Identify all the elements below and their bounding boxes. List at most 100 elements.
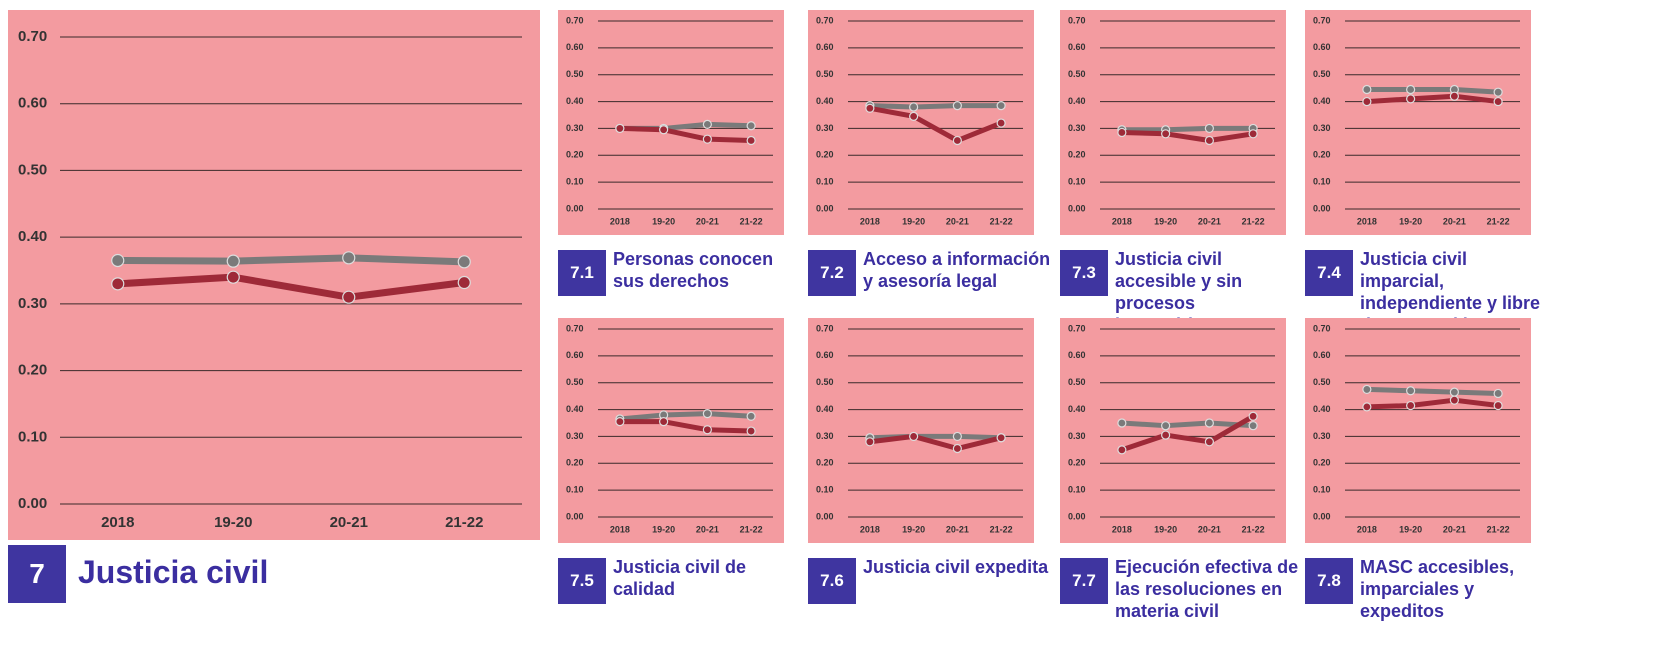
data-point xyxy=(909,431,919,442)
data-point xyxy=(1248,129,1258,139)
y-tick-label: 0.00 xyxy=(816,511,834,521)
x-tick-label: 2018 xyxy=(860,216,880,226)
data-point xyxy=(1117,445,1127,455)
series-line xyxy=(869,433,1002,452)
y-tick-label: 0.60 xyxy=(816,350,834,360)
x-tick-label: 21-22 xyxy=(1487,524,1510,534)
y-tick-label: 0.50 xyxy=(816,69,834,79)
x-tick-label: 20-21 xyxy=(1198,524,1221,534)
y-tick-label: 0.10 xyxy=(816,485,834,495)
y-tick-label: 0.40 xyxy=(816,404,834,414)
y-tick-label: 0.40 xyxy=(1068,96,1086,106)
x-tick-label: 21-22 xyxy=(1487,216,1510,226)
y-tick-label: 0.10 xyxy=(566,177,584,187)
chart-title: Ejecución efectiva de las resoluciones e… xyxy=(1115,557,1299,621)
series-line xyxy=(1121,414,1255,453)
y-tick-label: 0.40 xyxy=(816,96,834,106)
data-point xyxy=(952,431,962,442)
data-point xyxy=(1449,387,1459,397)
series-line xyxy=(869,103,1002,110)
data-point xyxy=(952,443,962,454)
y-tick-label: 0.00 xyxy=(1313,511,1331,521)
data-point xyxy=(1161,421,1171,431)
y-tick-label: 0.40 xyxy=(18,228,47,245)
chart: 0.00 0.10 0.20 0.30 0.40 0.50 0.60 0.70 2018 19-2… xyxy=(1305,10,1531,235)
data-point xyxy=(1204,135,1214,146)
y-tick-label: 0.00 xyxy=(816,203,834,213)
y-tick-label: 0.60 xyxy=(816,42,834,52)
badge: 7.8 xyxy=(1305,558,1353,604)
y-tick-label: 0.60 xyxy=(1068,42,1086,52)
data-point xyxy=(1204,123,1214,134)
data-point xyxy=(746,121,756,131)
data-point xyxy=(111,277,125,291)
badge: 7.6 xyxy=(808,558,856,604)
x-tick-label: 21-22 xyxy=(990,216,1013,226)
y-tick-label: 0.40 xyxy=(1313,96,1331,106)
series-line xyxy=(1121,129,1254,144)
badge: 7.1 xyxy=(558,250,606,296)
data-point xyxy=(1362,96,1372,107)
x-tick-label: 19-20 xyxy=(1399,524,1422,534)
y-tick-label: 0.20 xyxy=(566,458,584,468)
chart-title: Personas conocen sus derechos xyxy=(613,249,774,291)
badge: 7.3 xyxy=(1060,250,1108,296)
y-tick-label: 0.70 xyxy=(1068,15,1086,25)
data-point xyxy=(659,417,669,427)
y-tick-label: 0.10 xyxy=(816,177,834,187)
data-point xyxy=(615,123,625,134)
x-tick-label: 20-21 xyxy=(946,216,969,226)
data-point xyxy=(1406,400,1416,411)
y-tick-label: 0.70 xyxy=(1313,323,1331,333)
data-point xyxy=(1493,96,1503,107)
chart-title: MASC accesibles, imparciales y expeditos xyxy=(1360,557,1515,621)
series-line xyxy=(1121,420,1254,429)
data-point xyxy=(1449,395,1459,405)
x-tick-label: 20-21 xyxy=(1443,524,1466,534)
y-tick-label: 0.20 xyxy=(1068,458,1086,468)
y-tick-label: 0.70 xyxy=(1068,323,1086,333)
y-tick-label: 0.00 xyxy=(18,495,47,512)
chart: 0.00 0.10 0.20 0.30 0.40 0.50 0.60 0.70 2018 19-2… xyxy=(1060,318,1286,543)
x-tick-label: 19-20 xyxy=(1154,524,1177,534)
y-tick-label: 0.30 xyxy=(566,431,584,441)
y-tick-label: 0.30 xyxy=(1068,123,1086,133)
y-tick-label: 0.50 xyxy=(1068,69,1086,79)
y-tick-label: 0.50 xyxy=(566,69,584,79)
y-tick-label: 0.50 xyxy=(1313,69,1331,79)
y-tick-label: 0.10 xyxy=(1068,485,1086,495)
y-tick-label: 0.40 xyxy=(1313,404,1331,414)
series-line xyxy=(619,419,752,434)
data-point xyxy=(1161,430,1171,440)
y-tick-label: 0.30 xyxy=(18,295,47,312)
chart: 0.00 0.10 0.20 0.30 0.40 0.50 0.60 0.70 2018 19-2… xyxy=(1060,10,1286,235)
data-point xyxy=(1362,402,1372,412)
y-tick-label: 0.00 xyxy=(1068,203,1086,213)
x-tick-label: 20-21 xyxy=(946,524,969,534)
x-tick-label: 19-20 xyxy=(1399,216,1422,226)
x-tick-label: 20-21 xyxy=(1443,216,1466,226)
y-tick-label: 0.00 xyxy=(566,511,584,521)
x-tick-label: 21-22 xyxy=(990,524,1013,534)
y-tick-label: 0.20 xyxy=(1313,458,1331,468)
data-point xyxy=(457,255,471,269)
data-point xyxy=(996,118,1006,128)
badge: 7.2 xyxy=(808,250,856,296)
y-tick-label: 0.30 xyxy=(566,123,584,133)
y-tick-label: 0.70 xyxy=(1313,15,1331,25)
x-tick-label: 21-22 xyxy=(740,524,763,534)
y-tick-label: 0.70 xyxy=(18,28,47,45)
data-point xyxy=(1204,418,1214,428)
y-tick-label: 0.00 xyxy=(1068,511,1086,521)
x-tick-label: 19-20 xyxy=(214,514,252,531)
y-tick-label: 0.70 xyxy=(566,323,584,333)
data-point xyxy=(615,417,625,427)
y-tick-label: 0.50 xyxy=(1068,377,1086,387)
x-tick-label: 21-22 xyxy=(445,514,483,531)
data-point xyxy=(226,270,240,284)
x-tick-label: 20-21 xyxy=(330,514,368,531)
series-line xyxy=(869,105,1003,144)
data-point xyxy=(1406,84,1416,95)
chart: 0.00 0.10 0.20 0.30 0.40 0.50 0.60 0.70 2018 19-2… xyxy=(1305,318,1531,543)
x-tick-label: 2018 xyxy=(1357,216,1377,226)
